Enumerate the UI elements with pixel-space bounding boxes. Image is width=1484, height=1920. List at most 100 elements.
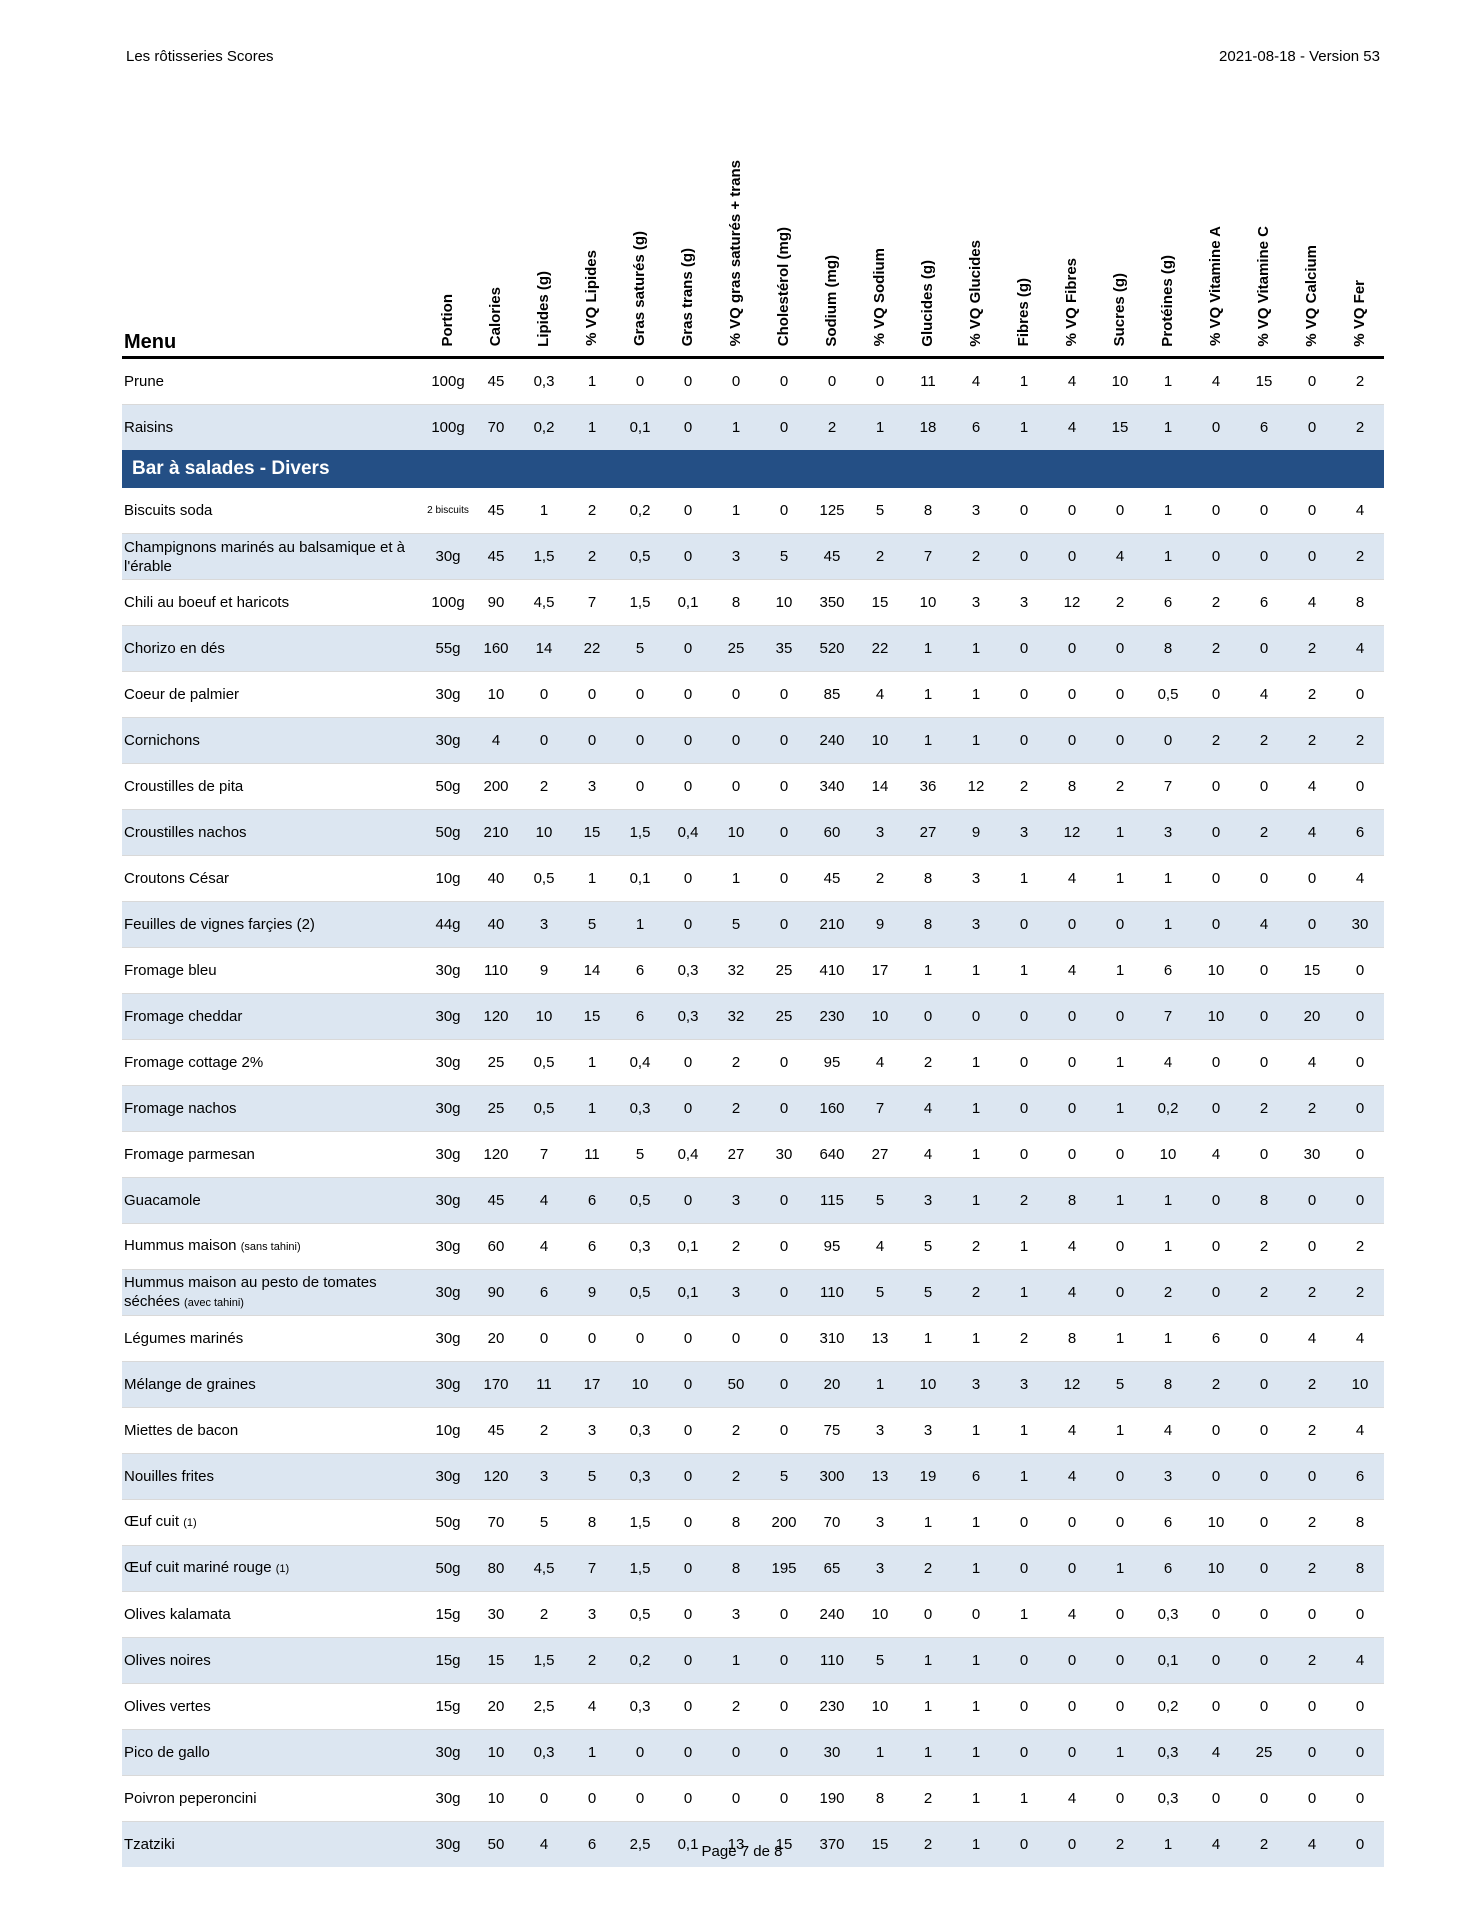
value-cell: 2 — [856, 533, 904, 580]
value-cell: 2 — [808, 404, 856, 451]
value-cell: 10 — [1207, 962, 1225, 980]
value-cell: 0 — [779, 1606, 789, 1624]
value-cell: 50 — [472, 1821, 520, 1868]
value-cell: 15 — [871, 594, 889, 612]
column-header-label: % VQ gras saturés + trans — [727, 160, 745, 347]
value-cell: 2 — [731, 1054, 741, 1072]
value-cell: 0,1 — [677, 1238, 699, 1256]
value-cell: 2 — [587, 502, 597, 520]
value-cell: 0 — [1355, 1790, 1365, 1808]
column-header-label: Lipides (g) — [535, 270, 553, 347]
menu-item-cell: Champignons marinés au balsamique et à l… — [122, 533, 424, 580]
value-cell: 4 — [1355, 870, 1365, 888]
value-cell: 0 — [779, 686, 789, 704]
value-cell: 2 — [971, 1238, 981, 1256]
value-cell: 2 — [568, 1637, 616, 1684]
column-header: Calories — [472, 160, 520, 358]
value-cell: 0 — [875, 373, 885, 391]
value-cell: 1 — [1019, 962, 1029, 980]
menu-item-cell: Coeur de palmier — [122, 672, 424, 718]
value-cell: 2 — [1288, 1637, 1336, 1684]
value-cell: 15 — [1255, 373, 1273, 391]
value-cell: 0 — [1096, 1269, 1144, 1316]
menu-item-cell: Cornichons — [122, 717, 424, 764]
value-cell: 0,5 — [1157, 686, 1179, 704]
value-cell: 0,3 — [629, 1422, 651, 1440]
value-cell: 27 — [727, 1146, 745, 1164]
value-cell: 1 — [1000, 404, 1048, 451]
value-cell: 0 — [1019, 1698, 1029, 1716]
value-cell: 0,1 — [664, 1269, 712, 1316]
table-row: Olives noires 15g 15 1,5 2 0,2 0 1 0 110 5 1 1 0 0 0 0,1… — [122, 1637, 1384, 1684]
table-row: Chili au boeuf et haricots 100g 90 4,5 7 1,5 0… — [122, 579, 1384, 626]
menu-item-name: Feuilles de vignes farçies (2) — [124, 916, 315, 934]
value-cell: 9 — [952, 809, 1000, 856]
table-row: Fromage cheddar 30g 120 10 15 6 0,3 32 25 230 10 0 0… — [122, 993, 1384, 1040]
value-cell: 0 — [923, 1606, 933, 1624]
value-cell: 1 — [587, 870, 597, 888]
value-cell: 0,3 — [616, 1453, 664, 1500]
menu-item-name: Hummus maison — [124, 1237, 237, 1255]
value-cell: 0 — [683, 1422, 693, 1440]
value-cell: 2 — [1211, 594, 1221, 612]
value-cell: 14 — [520, 625, 568, 672]
column-header: Cholestérol (mg) — [760, 160, 808, 358]
menu-item-name: Croustilles nachos — [124, 824, 247, 842]
value-cell: 0 — [1067, 502, 1077, 520]
table-row: Hummus maison au pesto de tomates séchée… — [122, 1269, 1384, 1316]
menu-item-cell: Œuf cuit mariné rouge (1) — [122, 1545, 424, 1592]
value-cell: 1 — [1115, 870, 1125, 888]
value-cell: 0 — [664, 1545, 712, 1592]
value-cell: 30 — [1336, 901, 1384, 948]
value-cell: 1,5 — [520, 533, 568, 580]
menu-item-name: Hummus maison au pesto de tomates séchée… — [124, 1273, 377, 1310]
value-cell: 1 — [1000, 1453, 1048, 1500]
document-header: Les rôtisseries Scores 2021-08-18 - Vers… — [126, 47, 1380, 67]
value-cell: 2 — [952, 1269, 1000, 1316]
column-header-label: Portion — [439, 293, 457, 347]
value-cell: 0 — [1096, 1637, 1144, 1684]
value-cell: 1 — [971, 1330, 981, 1348]
section-header-row: Bar à salades - Divers — [122, 450, 1384, 489]
value-cell: 8 — [904, 901, 952, 948]
menu-item-note: (avec tahini) — [184, 1296, 244, 1309]
value-cell: 4,5 — [533, 594, 555, 612]
value-cell: 0 — [664, 1729, 712, 1776]
value-cell: 0 — [1307, 1238, 1317, 1256]
value-cell: 3 — [952, 901, 1000, 948]
value-cell: 0 — [1211, 778, 1221, 796]
value-cell: 0 — [1019, 1514, 1029, 1532]
table-row: Miettes de bacon 10g 45 2 3 0,3 0 2 0 75 3 3 1 1 4 1 4 0 0… — [122, 1407, 1384, 1454]
value-cell: 0 — [1240, 1453, 1288, 1500]
value-cell: 0 — [1096, 625, 1144, 672]
table-row: Prune 100g 45 0,3 1 0 0 0 0 0 0 11 4 1 4 10 1 4 15 0 2 — [122, 358, 1384, 405]
value-cell: 1 — [1115, 1054, 1125, 1072]
menu-item-cell: Hummus maison (sans tahini) — [122, 1224, 424, 1270]
page-number: Page 7 de 8 — [701, 1843, 783, 1860]
menu-item-name: Œuf cuit mariné rouge — [124, 1559, 272, 1577]
menu-item-cell: Chorizo en dés — [122, 625, 424, 672]
value-cell: 1 — [568, 1085, 616, 1132]
value-cell: 2 — [1115, 778, 1125, 796]
portion-cell: 2 biscuits — [427, 505, 469, 517]
table-row: Œuf cuit mariné rouge (1) 50g 80 4,5 7 1,5 0 8 1… — [122, 1545, 1384, 1592]
value-cell: 6 — [1336, 809, 1384, 856]
column-header: Gras trans (g) — [664, 160, 712, 358]
value-cell: 10 — [472, 1729, 520, 1776]
value-cell: 0 — [587, 1330, 597, 1348]
menu-item-note: (1) — [183, 1517, 197, 1530]
value-cell: 3 — [875, 1422, 885, 1440]
value-cell: 25 — [487, 1054, 505, 1072]
value-cell: 8 — [731, 1514, 741, 1532]
value-cell: 1 — [1163, 1238, 1173, 1256]
value-cell: 0 — [1259, 1514, 1269, 1532]
menu-item-cell: Mélange de graines — [122, 1361, 424, 1408]
value-cell: 0 — [1288, 1729, 1336, 1776]
value-cell: 6 — [1259, 594, 1269, 612]
column-header-label: % VQ Calcium — [1303, 244, 1321, 347]
value-cell: 0 — [1336, 1729, 1384, 1776]
value-cell: 1 — [971, 962, 981, 980]
value-cell: 3 — [904, 1177, 952, 1224]
value-cell: 0 — [683, 1606, 693, 1624]
column-header-label: % VQ Fibres — [1063, 257, 1081, 347]
